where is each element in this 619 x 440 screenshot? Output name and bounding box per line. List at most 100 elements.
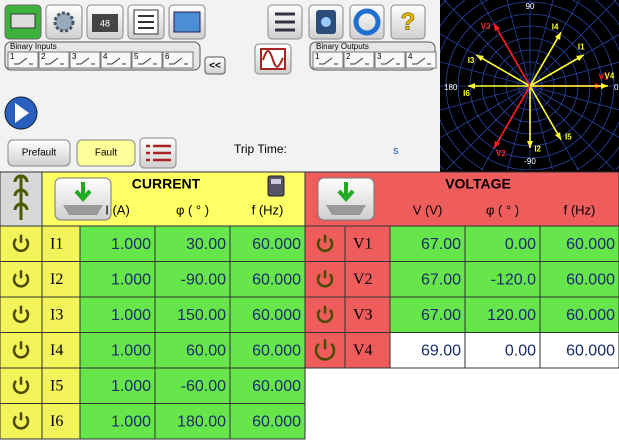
power-cell <box>0 332 43 369</box>
value: -60.00 <box>181 378 226 395</box>
switch-symbol <box>76 57 95 65</box>
trip-time-label: Trip Time: <box>234 142 287 156</box>
value: 67.00 <box>421 307 461 324</box>
power-button[interactable] <box>12 341 30 359</box>
value-cell[interactable] <box>539 332 619 369</box>
phasor-label: I4 <box>552 22 559 31</box>
value-cell[interactable] <box>79 225 156 262</box>
value-cell[interactable] <box>389 296 466 333</box>
value-cell[interactable] <box>154 332 231 369</box>
polar-label: 0 <box>614 83 619 92</box>
channel-number: 2 <box>346 52 351 61</box>
phasor-label: V3 <box>481 22 491 31</box>
svg-text:?: ? <box>401 8 416 35</box>
power-button[interactable] <box>316 234 334 253</box>
power-cell <box>0 403 43 440</box>
value: 60.000 <box>252 342 301 359</box>
value-cell[interactable] <box>79 332 156 369</box>
row-label-cell <box>41 296 81 333</box>
power-button[interactable] <box>12 305 30 324</box>
value-cell[interactable] <box>154 367 231 404</box>
trip-time-unit: s <box>393 145 399 157</box>
battery-value: 48 <box>100 18 110 28</box>
value: 1.000 <box>111 342 151 359</box>
polar-grid <box>529 85 619 111</box>
value-cell[interactable] <box>154 225 231 262</box>
value-cell[interactable] <box>539 261 619 298</box>
channel-number: 6 <box>165 52 170 61</box>
channel-number: 3 <box>377 52 382 61</box>
value: 180.00 <box>177 413 226 430</box>
power-button[interactable] <box>12 270 30 288</box>
phasor-head <box>601 83 608 89</box>
value: 60.000 <box>252 307 301 324</box>
power-cell <box>304 296 346 333</box>
switch-symbol <box>412 57 431 65</box>
row-label: I2 <box>50 271 63 288</box>
value-cell[interactable] <box>229 332 306 369</box>
row-label: V2 <box>353 271 373 288</box>
value: 60.000 <box>252 378 301 395</box>
polar-label: 180 <box>444 83 458 92</box>
value: 67.00 <box>421 236 461 253</box>
power-button[interactable] <box>12 234 30 253</box>
value-cell[interactable] <box>389 332 466 369</box>
value: 120.00 <box>487 307 536 324</box>
value-cell[interactable] <box>464 296 541 333</box>
value: 60.000 <box>252 271 301 288</box>
value-cell[interactable] <box>539 225 619 262</box>
value: 1.000 <box>111 378 151 395</box>
polar-grid <box>440 61 531 87</box>
power-button[interactable] <box>314 339 336 361</box>
phasor-head <box>494 140 501 149</box>
channel-number: 4 <box>103 52 108 61</box>
phasor <box>493 85 531 149</box>
value-cell[interactable] <box>389 225 466 262</box>
row-label-cell <box>344 225 391 262</box>
power-button[interactable] <box>12 412 30 430</box>
channel-number: 1 <box>315 52 320 61</box>
value-cell[interactable] <box>229 367 306 404</box>
polar-grid <box>529 0 554 87</box>
prefault-button[interactable] <box>7 139 71 167</box>
value-cell[interactable] <box>79 261 156 298</box>
fault-button[interactable] <box>76 139 136 167</box>
row-label: V4 <box>353 342 373 359</box>
polar-grid <box>529 85 553 170</box>
value-cell[interactable] <box>154 403 231 440</box>
channel-number: 1 <box>10 52 15 61</box>
value: -120.0 <box>491 271 536 288</box>
value-cell[interactable] <box>389 261 466 298</box>
value-cell[interactable] <box>154 296 231 333</box>
polar-grid <box>529 61 619 87</box>
phasor <box>529 31 562 87</box>
binary-outputs-title: Binary Outputs <box>316 42 369 51</box>
value: -90.00 <box>181 271 226 288</box>
channel-number: 4 <box>408 52 413 61</box>
row-label: I3 <box>50 306 63 323</box>
collapse-button[interactable] <box>204 56 226 75</box>
polar-grid <box>445 85 531 170</box>
power-button[interactable] <box>316 270 334 288</box>
switch-symbol <box>107 57 126 65</box>
polar-grid <box>529 0 617 87</box>
value: 67.00 <box>421 271 461 288</box>
power-button[interactable] <box>12 376 30 395</box>
value-cell[interactable] <box>79 367 156 404</box>
polar-grid <box>529 85 619 138</box>
power-cell <box>304 225 346 262</box>
column-header: φ ( ° ) <box>486 202 519 217</box>
value-cell[interactable] <box>464 332 541 369</box>
phasor-label: I2 <box>534 145 541 154</box>
value-cell[interactable] <box>229 261 306 298</box>
phasor-label: V4 <box>605 72 615 81</box>
value-cell[interactable] <box>229 403 306 440</box>
help-icon[interactable] <box>390 4 426 40</box>
switch-symbol <box>45 57 64 65</box>
value-cell[interactable] <box>464 261 541 298</box>
phasor-label: I3 <box>468 56 475 65</box>
column-header: f (Hz) <box>564 202 596 217</box>
power-button[interactable] <box>316 305 334 324</box>
row-label-cell <box>41 261 81 298</box>
column-header: φ ( ° ) <box>176 202 209 217</box>
